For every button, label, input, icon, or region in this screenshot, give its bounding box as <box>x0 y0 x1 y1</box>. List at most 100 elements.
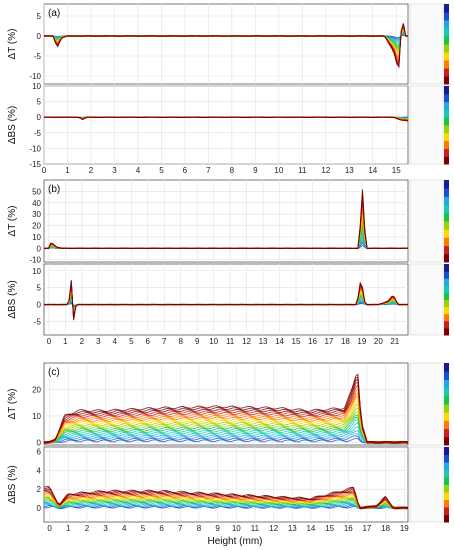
time-legend <box>409 263 449 336</box>
x-axis-title: Height (mm) <box>207 536 262 547</box>
x-tick-label: 6 <box>146 337 151 346</box>
series-line <box>43 376 409 444</box>
legend-swatch <box>444 320 449 329</box>
x-tick-label: 8 <box>178 337 183 346</box>
plot-frame <box>43 446 409 523</box>
y-tick-label: -5 <box>34 317 42 326</box>
series-line <box>43 397 409 444</box>
x-tick-label: 1 <box>65 166 70 175</box>
legend-swatch <box>444 117 449 126</box>
x-tick-label: 2 <box>89 166 94 175</box>
x-tick-label: 7 <box>162 337 167 346</box>
x-tick-label: 12 <box>269 524 278 533</box>
y-axis-title: ΔBS (%) <box>7 106 18 144</box>
x-tick-label: 21 <box>390 337 399 346</box>
y-tick-label: 0 <box>37 244 42 253</box>
x-tick-label: 7 <box>178 524 183 533</box>
y-tick-label: 50 <box>32 187 41 196</box>
series-line <box>43 485 409 510</box>
x-tick-label: 18 <box>341 337 350 346</box>
legend-swatch <box>444 327 449 336</box>
y-tick-label: -5 <box>34 129 42 138</box>
series-line <box>43 23 409 69</box>
series-line <box>43 189 409 250</box>
time-legend <box>409 446 449 523</box>
time-legend <box>409 362 449 446</box>
legend-swatch <box>444 278 449 286</box>
x-tick-label: 13 <box>288 524 297 533</box>
legend-swatch <box>444 36 449 45</box>
series-line <box>43 491 409 510</box>
x-tick-label: 0 <box>47 337 52 346</box>
y-tick-label: 5 <box>37 12 42 21</box>
subplot-1-1: 0 1 2 3 4 5 6 7 8 9 10 11 12 13 14 15 16 17 18 19 20 211050-5… <box>7 263 449 346</box>
y-tick-label: 10 <box>32 412 41 421</box>
legend-swatch <box>444 229 449 238</box>
legend-swatch <box>444 499 449 508</box>
legend-box <box>409 179 444 263</box>
legend-swatch <box>444 271 449 279</box>
legend-swatch <box>444 86 449 95</box>
legend-swatch <box>444 76 449 85</box>
legend-swatch <box>444 68 449 77</box>
x-tick-label: 6 <box>159 524 164 533</box>
legend-swatch <box>444 237 449 247</box>
y-tick-label: 40 <box>32 199 41 208</box>
series-line <box>43 497 409 510</box>
x-tick-label: 2 <box>85 524 90 533</box>
legend-swatch <box>444 93 449 103</box>
series-line <box>43 414 409 444</box>
series-line <box>43 373 409 444</box>
x-tick-label: 15 <box>392 166 401 175</box>
x-tick-label: 20 <box>374 337 383 346</box>
legend-swatch <box>444 477 449 485</box>
x-tick-label: 5 <box>129 337 134 346</box>
x-tick-label: 3 <box>103 524 108 533</box>
x-tick-label: 5 <box>141 524 146 533</box>
x-tick-label: 10 <box>274 166 283 175</box>
series-line <box>43 411 409 444</box>
series-line <box>43 419 409 444</box>
legend-swatch <box>444 313 449 322</box>
legend-swatch <box>444 492 449 500</box>
legend-swatch <box>444 245 449 255</box>
x-tick-label: 2 <box>80 337 85 346</box>
series-line <box>43 429 409 444</box>
x-tick-label: 6 <box>183 166 188 175</box>
x-tick-label: 9 <box>215 524 220 533</box>
x-tick-label: 0 <box>47 524 52 533</box>
x-tick-label: 13 <box>259 337 268 346</box>
y-tick-label: 6 <box>37 448 42 457</box>
y-tick-label: 0 <box>37 301 42 310</box>
legend-swatch <box>444 101 449 110</box>
legend-swatch <box>444 264 449 272</box>
series-line <box>43 380 409 444</box>
legend-swatch <box>444 44 449 53</box>
x-tick-label: 14 <box>306 524 315 533</box>
legend-swatch <box>444 428 449 438</box>
legend-swatch <box>444 404 449 413</box>
x-tick-label: 14 <box>275 337 284 346</box>
x-tick-label: 19 <box>357 337 366 346</box>
plot-frame <box>43 3 409 85</box>
time-legend <box>409 3 449 85</box>
legend-swatch <box>444 514 449 523</box>
x-tick-label: 4 <box>113 337 118 346</box>
y-tick-label: -5 <box>34 52 42 61</box>
series-line <box>43 435 409 444</box>
x-tick-label: 7 <box>206 166 211 175</box>
y-tick-label: 10 <box>32 267 41 276</box>
series-line <box>43 421 409 444</box>
series-line <box>43 433 409 444</box>
x-tick-label: 1 <box>63 337 68 346</box>
panel-label: (c) <box>48 367 60 378</box>
legend-swatch <box>444 148 449 157</box>
x-tick-label: 16 <box>344 524 353 533</box>
legend-swatch <box>444 412 449 421</box>
x-tick-label: 9 <box>195 337 200 346</box>
series-line <box>43 378 409 444</box>
legend-swatch <box>444 60 449 69</box>
legend-swatch <box>444 204 449 214</box>
legend-swatch <box>444 188 449 197</box>
